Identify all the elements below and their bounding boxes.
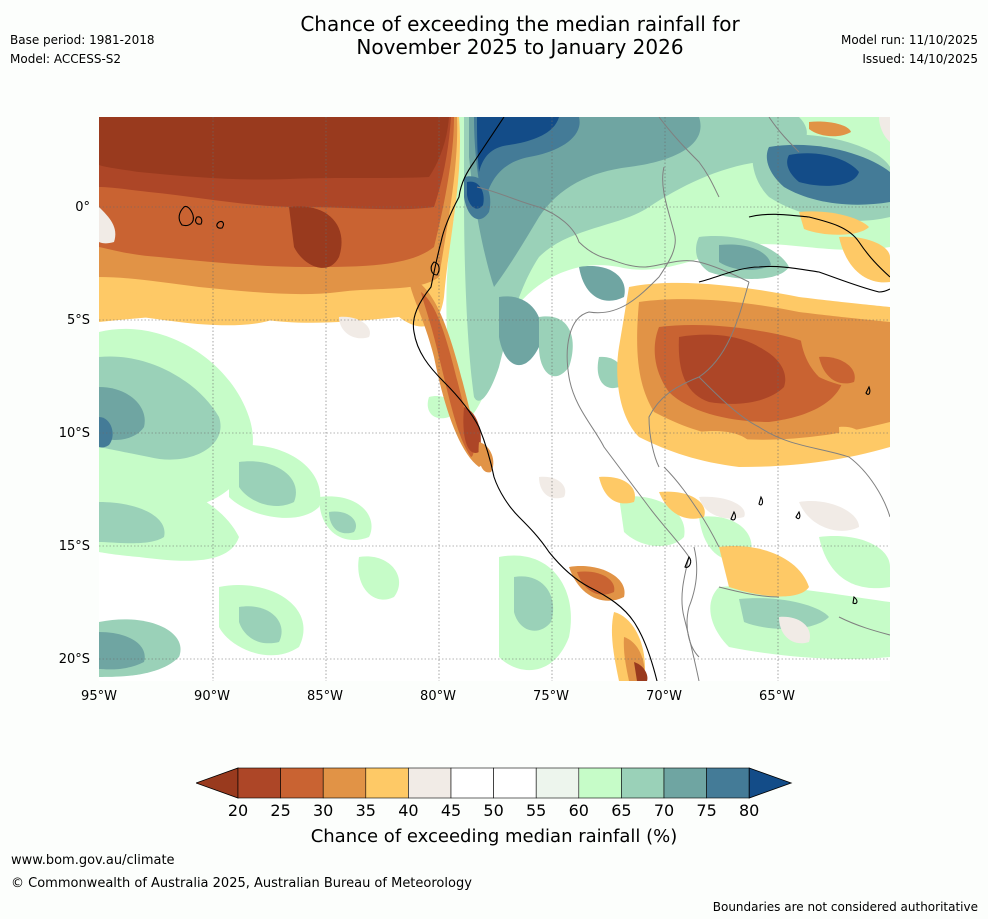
lat-label-10s: 10°S — [58, 426, 90, 441]
colorbar-tick-label: 70 — [653, 801, 675, 820]
colorbar-segment — [621, 767, 665, 799]
lon-label-70w: 70°W — [646, 689, 682, 704]
colorbar-segment — [365, 767, 409, 799]
colorbar-segment — [706, 767, 750, 799]
colorbar-arrow-low — [196, 767, 239, 799]
colorbar-tick-label: 60 — [568, 801, 589, 820]
colorbar-segment — [535, 767, 580, 799]
lat-label-0: 0° — [75, 200, 90, 215]
website-url: www.bom.gov.au/climate — [11, 853, 175, 868]
lon-label-90w: 90°W — [194, 689, 230, 704]
chart-title: Chance of exceeding the median rainfall … — [0, 13, 988, 59]
base-period: Base period: 1981-2018 — [10, 33, 155, 47]
title-line-1: Chance of exceeding the median rainfall … — [300, 12, 740, 36]
rainfall-map — [99, 117, 890, 681]
colorbar-label: Chance of exceeding median rainfall (%) — [310, 826, 678, 847]
colorbar-tick-label: 65 — [611, 801, 632, 820]
lon-label-95w: 95°W — [81, 689, 117, 704]
lat-label-5s: 5°S — [66, 313, 90, 328]
neutral-zones — [99, 117, 890, 644]
colorbar-tick-label: 55 — [526, 801, 547, 820]
colorbar-tick-label: 50 — [483, 801, 504, 820]
lon-label-80w: 80°W — [420, 689, 456, 704]
model-name: Model: ACCESS-S2 — [10, 52, 122, 66]
colorbar-tick-label: 75 — [696, 801, 717, 820]
lon-label-75w: 75°W — [533, 689, 569, 704]
colorbar-tick-label: 30 — [313, 801, 334, 820]
colorbar-segment — [322, 767, 367, 799]
coastlines — [178, 117, 890, 681]
lon-label-65w: 65°W — [759, 689, 795, 704]
colorbar-tick-label: 25 — [270, 801, 291, 820]
dry-anomaly-zones — [99, 117, 890, 681]
graticule — [99, 117, 890, 681]
map-svg — [99, 117, 890, 681]
colorbar-tick-label: 80 — [739, 801, 760, 820]
colorbar-segment — [663, 767, 707, 799]
meta-left: Base period: 1981-2018 Model: ACCESS-S2 — [10, 33, 155, 71]
title-line-2: November 2025 to January 2026 — [356, 35, 684, 59]
colorbar-segment — [450, 767, 494, 799]
colorbar-segment — [578, 767, 622, 799]
meta-right: Model run: 11/10/2025 Issued: 14/10/2025 — [841, 33, 978, 71]
country-boundaries — [476, 117, 890, 681]
colorbar-segment — [280, 767, 324, 799]
copyright-text: © Commonwealth of Australia 2025, Austra… — [11, 876, 472, 891]
colorbar-segment — [237, 767, 281, 799]
issued-date: Issued: 14/10/2025 — [862, 52, 978, 66]
colorbar-tick-label: 45 — [440, 801, 462, 820]
colorbar-segment — [408, 767, 452, 799]
wet-anomaly-zones — [99, 117, 890, 677]
colorbar-tick-label: 35 — [355, 801, 376, 820]
colorbar-tick-label: 20 — [227, 801, 249, 820]
colorbar-tick-label: 40 — [398, 801, 419, 820]
colorbar-arrow-high — [748, 767, 793, 799]
colorbar-segment — [493, 767, 537, 799]
disclaimer-text: Boundaries are not considered authoritat… — [712, 900, 978, 914]
lat-label-15s: 15°S — [58, 539, 90, 554]
lat-label-20s: 20°S — [58, 652, 90, 667]
lon-label-85w: 85°W — [307, 689, 343, 704]
model-run: Model run: 11/10/2025 — [840, 33, 978, 47]
colorbar — [196, 767, 793, 799]
